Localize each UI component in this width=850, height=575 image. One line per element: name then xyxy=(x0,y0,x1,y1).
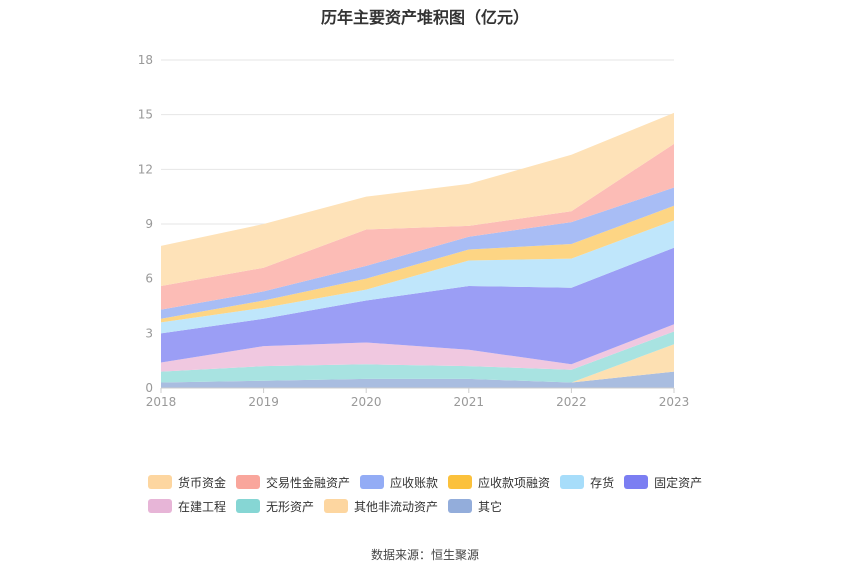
y-tick-label: 3 xyxy=(145,326,153,340)
legend-swatch xyxy=(360,475,385,489)
area-series xyxy=(161,331,674,383)
area-series xyxy=(161,371,674,388)
legend-swatch xyxy=(324,499,349,513)
legend-swatch xyxy=(148,499,172,513)
legend-item-intangible-assets[interactable]: 无形资产 xyxy=(236,498,314,515)
legend-item-trading-financial-assets[interactable]: 交易性金融资产 xyxy=(236,474,350,491)
legend-item-other-non-current-assets[interactable]: 其他非流动资产 xyxy=(324,498,438,515)
legend-label: 存货 xyxy=(590,475,615,490)
legend-label: 固定资产 xyxy=(654,475,703,490)
chart-legend: 货币资金 交易性金融资产 应收账款 应收款项融资 存货 固定资产 在建工程 xyxy=(148,470,748,518)
legend-swatch xyxy=(448,499,473,513)
y-tick-label: 6 xyxy=(145,272,153,286)
legend-swatch xyxy=(236,499,261,513)
stacked-area-chart: 0 3 6 9 12 15 18 2018 2019 2020 2021 2022 2023 xyxy=(138,53,690,409)
legend-row-2: 在建工程 无形资产 其他非流动资产 其它 xyxy=(148,494,748,518)
legend-label: 应收款项融资 xyxy=(478,475,551,490)
y-tick-label: 12 xyxy=(138,162,153,176)
area-series xyxy=(161,205,674,323)
legend-swatch xyxy=(560,475,585,489)
legend-swatch xyxy=(448,475,473,489)
legend-item-inventory[interactable]: 存货 xyxy=(560,474,614,491)
area-series xyxy=(161,187,674,319)
legend-item-construction-in-progress[interactable]: 在建工程 xyxy=(148,498,226,515)
chart-title: 历年主要资产堆积图（亿元） xyxy=(320,8,529,27)
legend-label: 无形资产 xyxy=(266,499,315,514)
legend-item-receivables-financing[interactable]: 应收款项融资 xyxy=(448,474,550,491)
y-tick-label: 15 xyxy=(138,108,153,122)
legend-label: 其他非流动资产 xyxy=(354,499,439,514)
y-tick-label: 0 xyxy=(145,381,153,395)
x-tick-label: 2021 xyxy=(454,395,485,409)
area-series xyxy=(161,247,674,365)
legend-item-accounts-receivable[interactable]: 应收账款 xyxy=(360,474,438,491)
legend-label: 在建工程 xyxy=(178,499,227,514)
legend-item-other[interactable]: 其它 xyxy=(448,498,502,515)
legend-swatch xyxy=(624,475,649,489)
area-series xyxy=(161,112,674,286)
legend-item-fixed-assets[interactable]: 固定资产 xyxy=(624,474,702,491)
legend-row-1: 货币资金 交易性金融资产 应收账款 应收款项融资 存货 固定资产 xyxy=(148,470,748,494)
legend-label: 应收账款 xyxy=(390,475,439,490)
y-tick-label: 9 xyxy=(145,217,153,231)
legend-swatch xyxy=(148,475,172,489)
legend-label: 交易性金融资产 xyxy=(266,475,351,490)
legend-item-cash[interactable]: 货币资金 xyxy=(148,474,226,491)
data-source: 数据来源：恒生聚源 xyxy=(370,548,479,562)
x-tick-label: 2022 xyxy=(556,395,587,409)
x-tick-label: 2019 xyxy=(248,395,279,409)
area-series xyxy=(161,324,674,372)
x-tick-label: 2023 xyxy=(659,395,690,409)
legend-label: 其它 xyxy=(478,499,503,514)
legend-label: 货币资金 xyxy=(178,475,227,490)
x-tick-label: 2018 xyxy=(146,395,177,409)
area-series xyxy=(161,143,674,310)
y-tick-label: 18 xyxy=(138,53,153,67)
area-series xyxy=(161,220,674,334)
legend-swatch xyxy=(236,475,261,489)
x-tick-label: 2020 xyxy=(351,395,382,409)
